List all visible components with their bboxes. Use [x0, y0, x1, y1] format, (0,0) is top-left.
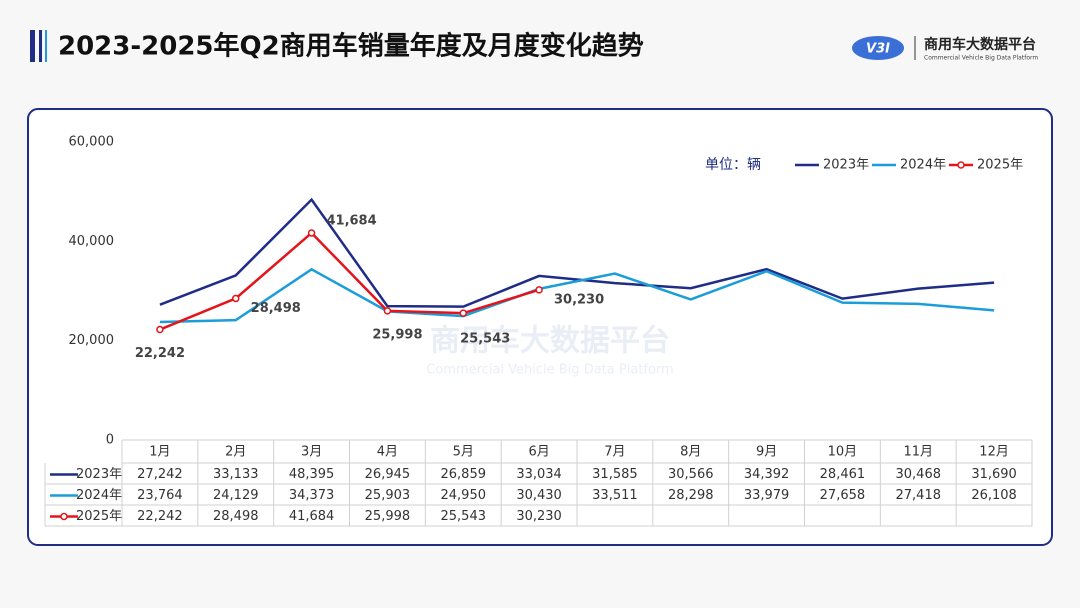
table-cell: 26,108: [971, 488, 1017, 503]
data-label: 22,242: [135, 346, 185, 361]
table-cell: 31,690: [971, 467, 1017, 482]
table-cell: 24,950: [441, 488, 487, 503]
table-cell: 41,684: [289, 509, 335, 524]
data-point: [535, 286, 543, 294]
table-cell: 34,373: [289, 488, 335, 503]
table-cell: 26,859: [441, 467, 487, 482]
series-line: [159, 197, 995, 308]
y-tick-label: 0: [106, 433, 114, 448]
x-tick-label: 3月: [301, 445, 322, 460]
table-cell: 33,511: [592, 488, 638, 503]
data-label: 28,498: [251, 301, 301, 316]
logo-badge: V3I: [866, 42, 890, 57]
table-cell: 26,945: [365, 467, 411, 482]
table-cell: 28,498: [213, 509, 259, 524]
table-cell: 25,903: [365, 488, 411, 503]
x-tick-label: 1月: [149, 445, 170, 460]
watermark: 商用车大数据平台: [430, 324, 670, 359]
table-series-name: 2025年: [76, 509, 122, 524]
table-series-name: 2024年: [76, 488, 122, 503]
table-cell: 30,468: [896, 467, 942, 482]
data-point: [232, 294, 240, 303]
title-bar: [45, 30, 47, 62]
x-tick-label: 4月: [377, 445, 398, 460]
legend-label: 2025年: [977, 158, 1023, 173]
x-tick-label: 12月: [979, 445, 1009, 460]
x-tick-label: 8月: [680, 445, 701, 460]
data-point: [156, 325, 164, 334]
table-cell: 31,585: [592, 467, 638, 482]
table-legend-marker: [60, 512, 68, 521]
x-tick-label: 10月: [828, 445, 858, 460]
x-tick-label: 5月: [453, 445, 474, 460]
legend-marker: [957, 161, 965, 169]
data-point: [383, 307, 392, 315]
table-cell: 30,430: [516, 488, 562, 503]
table-cell: 33,979: [744, 488, 790, 503]
series-line: [159, 231, 540, 331]
table-cell: 25,998: [365, 509, 411, 524]
table-cell: 33,034: [516, 467, 562, 482]
table-cell: 27,658: [820, 488, 866, 503]
watermark: Commercial Vehicle Big Data Platform: [426, 363, 673, 378]
table-cell: 25,543: [441, 509, 487, 524]
table-series-name: 2023年: [76, 467, 122, 482]
title-bar: [30, 30, 35, 62]
data-label: 30,230: [554, 292, 604, 307]
table-cell: 23,764: [137, 488, 183, 503]
data-point: [459, 309, 467, 317]
table-cell: 27,242: [137, 467, 183, 482]
table-cell: 33,133: [213, 467, 259, 482]
logo-icon: [852, 36, 904, 60]
table-cell: 30,230: [516, 509, 562, 524]
chart-panel: [27, 108, 1053, 546]
table-cell: 27,418: [896, 488, 942, 503]
legend-label: 2024年: [900, 158, 946, 173]
data-label: 25,998: [372, 327, 422, 342]
table-cell: 28,461: [820, 467, 866, 482]
data-label: 25,543: [460, 332, 510, 347]
logo-name: 商用车大数据平台: [924, 36, 1036, 53]
y-tick-label: 20,000: [69, 333, 115, 348]
table-cell: 28,298: [668, 488, 714, 503]
series-line: [159, 267, 995, 324]
table-cell: 30,566: [668, 467, 714, 482]
x-tick-label: 11月: [903, 445, 933, 460]
title-bar: [39, 30, 42, 62]
x-tick-label: 7月: [604, 445, 625, 460]
legend-label: 2023年: [823, 158, 869, 173]
data-point: [307, 229, 316, 237]
page-title: 2023-2025年Q2商用车销量年度及月度变化趋势: [58, 31, 644, 62]
table-cell: 24,129: [213, 488, 259, 503]
table-cell: 34,392: [744, 467, 790, 482]
y-tick-label: 60,000: [69, 135, 115, 150]
logo-subtitle: Commercial Vehicle Big Data Platform: [924, 55, 1038, 62]
table-cell: 48,395: [289, 467, 335, 482]
x-tick-label: 6月: [528, 445, 549, 460]
x-tick-label: 9月: [756, 445, 777, 460]
x-tick-label: 2月: [225, 445, 246, 460]
table-cell: 22,242: [137, 509, 183, 524]
data-label: 41,684: [326, 213, 376, 228]
unit-label: 单位：辆: [705, 157, 761, 173]
y-tick-label: 40,000: [69, 234, 115, 249]
